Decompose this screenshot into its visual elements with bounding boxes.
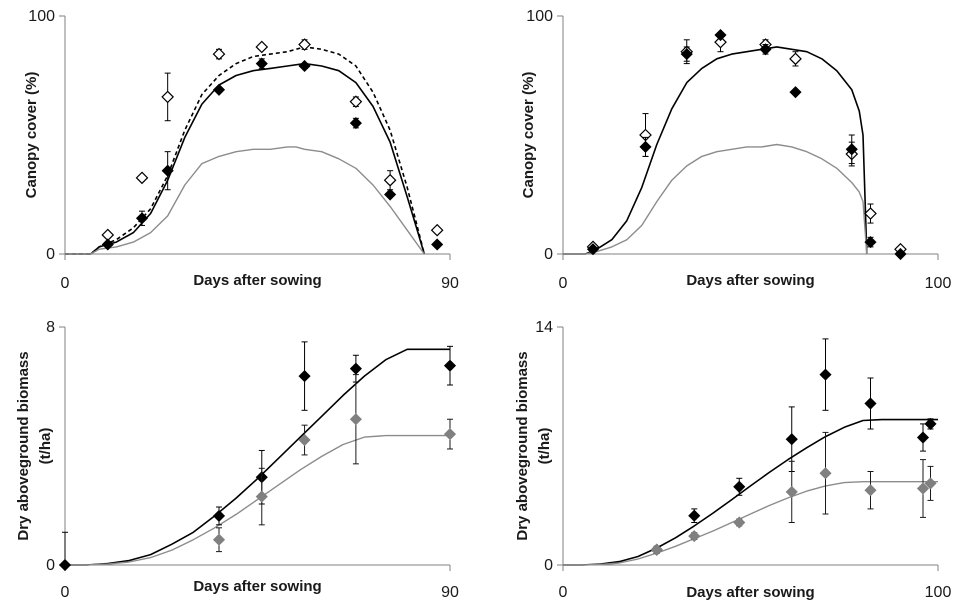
observed-point-filled bbox=[101, 238, 114, 251]
observed-point-filled bbox=[161, 164, 174, 177]
y-tick-label: 0 bbox=[46, 246, 55, 263]
observed-point-filled bbox=[58, 558, 72, 572]
chart-panel-top-left: 0 100 0 90 Days after sowing Canopy cover (%) bbox=[23, 8, 459, 292]
observed-point-filled bbox=[759, 43, 772, 56]
observed-point-filled bbox=[733, 480, 746, 493]
simulated-curve-2 bbox=[65, 434, 450, 566]
observed-point-filled bbox=[916, 431, 930, 444]
observed-point-open bbox=[430, 223, 444, 237]
x-tick-label: 100 bbox=[925, 275, 952, 292]
simulated-curve-2 bbox=[563, 143, 868, 255]
y-tick-label: 0 bbox=[544, 557, 553, 574]
observed-point-filled bbox=[714, 28, 727, 42]
observed-point-filled bbox=[924, 477, 937, 490]
observed-point-filled bbox=[135, 212, 149, 225]
x-axis-title: Days after sowing bbox=[193, 272, 321, 289]
observed-point-filled bbox=[255, 57, 268, 70]
y-tick-label: 8 bbox=[46, 319, 55, 336]
x-tick-label: 90 bbox=[441, 275, 459, 292]
observed-point-open bbox=[255, 40, 269, 54]
observed-point-open bbox=[349, 95, 363, 109]
observed-point-open bbox=[383, 173, 397, 187]
observed-point-filled bbox=[789, 86, 802, 99]
observed-point-filled bbox=[298, 370, 311, 383]
chart-panel-top-right: 0 100 0 100 Days after sowing Canopy cover (%… bbox=[520, 8, 951, 292]
x-tick-label: 0 bbox=[61, 584, 70, 601]
simulated-curve-3 bbox=[65, 146, 425, 255]
observed-point-filled bbox=[688, 509, 701, 522]
observed-point-filled bbox=[212, 509, 226, 522]
observed-point-filled bbox=[431, 238, 444, 251]
simulated-curve-2 bbox=[563, 481, 938, 566]
observed-point-filled bbox=[349, 117, 362, 130]
observed-point-filled bbox=[212, 83, 226, 96]
simulated-curve-1 bbox=[65, 348, 450, 566]
x-axis-title: Days after sowing bbox=[193, 578, 321, 595]
observed-point-open bbox=[864, 207, 877, 220]
observed-point-filled bbox=[819, 368, 832, 381]
observed-point-filled bbox=[916, 482, 930, 495]
simulated-curve-2 bbox=[65, 62, 426, 255]
y-axis-title: Canopy cover (%) bbox=[520, 72, 537, 199]
observed-point-filled bbox=[924, 417, 937, 430]
observed-point-filled bbox=[864, 397, 877, 410]
y-axis-title: Dry aboveground biomass (t/ha) bbox=[15, 351, 54, 540]
observed-point-filled bbox=[680, 48, 693, 61]
observed-point-open bbox=[789, 52, 802, 66]
observed-point-filled bbox=[298, 433, 311, 447]
observed-point-filled bbox=[785, 485, 798, 498]
observed-point-filled bbox=[894, 247, 907, 261]
x-axis-title: Days after sowing bbox=[686, 584, 814, 601]
x-tick-label: 0 bbox=[559, 275, 568, 292]
observed-point-filled bbox=[384, 188, 397, 201]
observed-point-open bbox=[161, 90, 175, 104]
x-tick-label: 0 bbox=[61, 275, 70, 292]
x-tick-label: 90 bbox=[441, 584, 459, 601]
observed-point-filled bbox=[349, 362, 362, 375]
observed-point-open bbox=[298, 38, 311, 51]
y-axis-title: Canopy cover (%) bbox=[23, 72, 40, 199]
chart-panel-bottom-left: 0 8 0 90 Days after sowing Dry aboveground bi… bbox=[15, 319, 459, 601]
simulated-curve-1 bbox=[563, 46, 868, 255]
y-tick-label: 100 bbox=[526, 8, 553, 25]
observed-point-filled bbox=[298, 59, 311, 73]
observed-point-filled bbox=[733, 516, 746, 529]
observed-point-filled bbox=[688, 530, 701, 543]
observed-point-filled bbox=[212, 533, 226, 546]
observed-point-filled bbox=[785, 433, 798, 446]
observed-point-open bbox=[714, 35, 727, 49]
y-axis-title: Dry aboveground biomass (t/ha) bbox=[514, 351, 553, 540]
x-tick-label: 100 bbox=[925, 584, 952, 601]
observed-point-filled bbox=[443, 359, 457, 372]
observed-point-filled bbox=[650, 543, 663, 556]
observed-point-open bbox=[135, 171, 149, 185]
y-tick-label: 0 bbox=[544, 246, 553, 263]
simulated-curve-1 bbox=[563, 418, 938, 566]
observed-point-filled bbox=[845, 143, 858, 156]
observed-point-filled bbox=[864, 236, 877, 249]
chart-panel-bottom-right: 0 14 0 100 Days after sowing Dry aboveground … bbox=[514, 319, 951, 601]
observed-point-filled bbox=[819, 467, 832, 480]
observed-point-filled bbox=[639, 140, 652, 153]
y-tick-label: 0 bbox=[46, 557, 55, 574]
y-tick-label: 14 bbox=[535, 319, 553, 336]
x-axis-title: Days after sowing bbox=[686, 272, 814, 289]
y-tick-label: 100 bbox=[28, 8, 55, 25]
observed-point-filled bbox=[255, 490, 268, 503]
observed-point-filled bbox=[349, 413, 362, 426]
x-tick-label: 0 bbox=[559, 584, 568, 601]
observed-point-filled bbox=[586, 243, 600, 256]
observed-point-filled bbox=[443, 428, 457, 441]
observed-point-open bbox=[212, 47, 226, 61]
observed-point-filled bbox=[864, 484, 877, 497]
